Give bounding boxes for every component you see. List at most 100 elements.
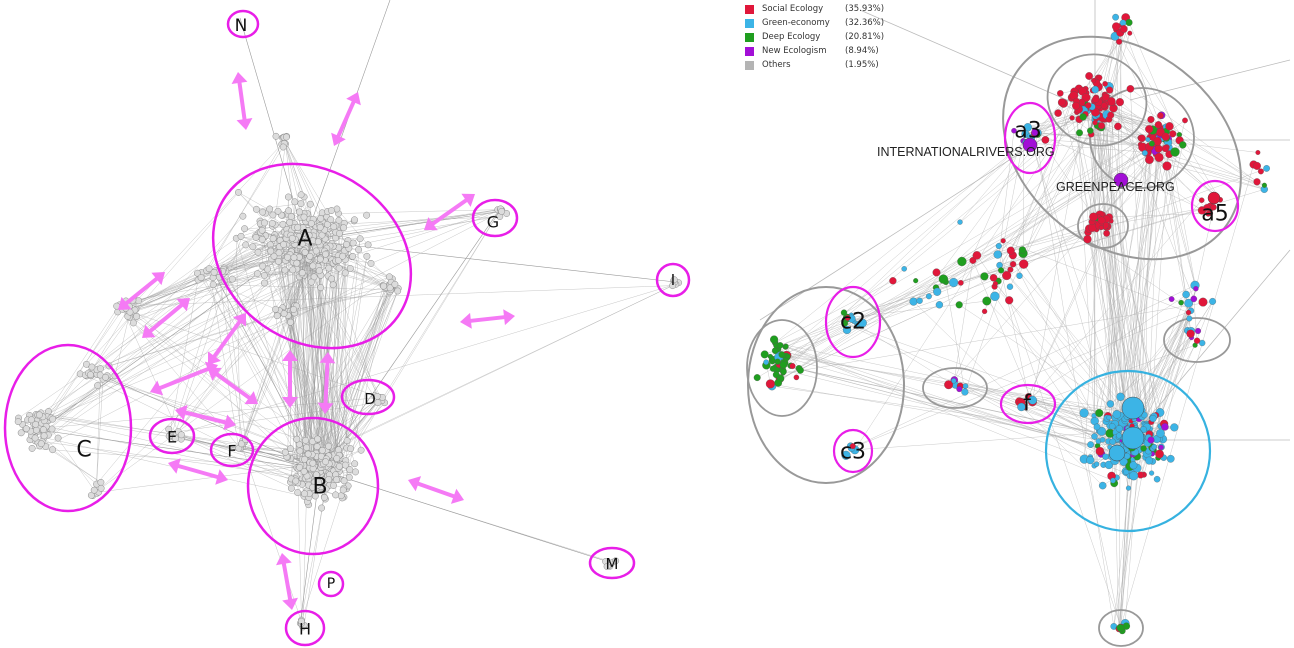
node — [260, 271, 268, 279]
node — [1145, 155, 1154, 165]
node — [981, 308, 988, 315]
edge — [178, 276, 390, 432]
node — [989, 274, 998, 282]
node — [102, 373, 109, 381]
edge — [305, 252, 327, 467]
node — [286, 218, 294, 226]
node — [352, 468, 359, 476]
node — [1005, 296, 1014, 305]
edge — [919, 91, 1075, 301]
node — [345, 473, 353, 481]
node — [296, 463, 304, 471]
node — [235, 188, 242, 196]
node — [901, 266, 907, 272]
node — [316, 223, 324, 231]
node — [1057, 90, 1064, 97]
node — [760, 350, 769, 359]
node — [40, 432, 48, 440]
edge — [45, 211, 502, 447]
edge — [133, 322, 304, 461]
cluster-ring — [1190, 179, 1240, 233]
node — [1115, 98, 1124, 107]
node — [753, 374, 761, 382]
edge — [116, 285, 673, 307]
node — [318, 446, 326, 454]
edge — [785, 346, 1134, 477]
node — [1093, 461, 1100, 467]
double-arrow — [207, 313, 246, 366]
edge — [302, 275, 329, 460]
arrow-shape — [460, 309, 515, 329]
node — [1184, 298, 1193, 308]
node — [1125, 485, 1132, 491]
node — [1182, 117, 1188, 124]
edge — [335, 209, 498, 239]
node — [780, 368, 787, 375]
edge — [41, 265, 263, 442]
node — [951, 378, 957, 384]
cluster-label: E — [167, 428, 177, 447]
node — [325, 442, 333, 450]
edge — [972, 260, 1033, 402]
edge — [776, 368, 1091, 445]
node — [1194, 327, 1202, 335]
edge — [1012, 91, 1075, 256]
node — [83, 360, 90, 368]
node — [343, 240, 350, 248]
node — [1100, 102, 1108, 110]
node — [90, 486, 98, 494]
cluster-ring — [226, 9, 260, 39]
node — [290, 254, 298, 262]
node — [309, 459, 317, 467]
edge — [91, 306, 130, 372]
node — [27, 416, 35, 424]
node — [363, 252, 371, 260]
edge — [287, 243, 294, 458]
edge — [798, 138, 1167, 369]
node — [1138, 134, 1146, 143]
edge — [39, 414, 242, 444]
left-cluster-rings — [3, 9, 691, 647]
node — [306, 252, 314, 260]
edge — [945, 281, 966, 393]
cluster-ring — [1003, 101, 1057, 175]
cluster-ring — [588, 546, 636, 580]
node — [373, 392, 381, 400]
node — [1006, 246, 1015, 255]
node — [301, 248, 309, 256]
edge — [986, 300, 1124, 443]
edge — [783, 255, 978, 366]
node — [341, 461, 349, 469]
edge — [46, 426, 321, 485]
cluster-ring — [246, 416, 380, 556]
edge — [208, 144, 282, 269]
edge — [96, 379, 104, 485]
node — [135, 297, 143, 305]
node — [772, 371, 780, 379]
edge — [236, 238, 305, 472]
node — [380, 282, 388, 290]
edge — [312, 288, 386, 464]
node — [957, 256, 967, 267]
edge — [1003, 240, 1189, 313]
node — [97, 484, 105, 492]
node — [603, 563, 611, 570]
node — [260, 279, 268, 287]
node — [1147, 436, 1155, 444]
edge — [1012, 264, 1143, 417]
edge — [133, 256, 310, 312]
arrow-shape — [175, 404, 237, 431]
hub-node — [1207, 191, 1221, 205]
edge — [1150, 165, 1168, 429]
double-arrow — [208, 367, 259, 405]
node — [177, 431, 185, 439]
edge — [1084, 459, 1121, 628]
node — [197, 274, 205, 282]
node — [239, 212, 247, 220]
node — [1127, 30, 1133, 36]
edge — [780, 304, 940, 379]
node — [498, 207, 506, 215]
edge — [370, 210, 500, 264]
cluster-label: G — [487, 213, 499, 232]
node — [241, 225, 249, 233]
